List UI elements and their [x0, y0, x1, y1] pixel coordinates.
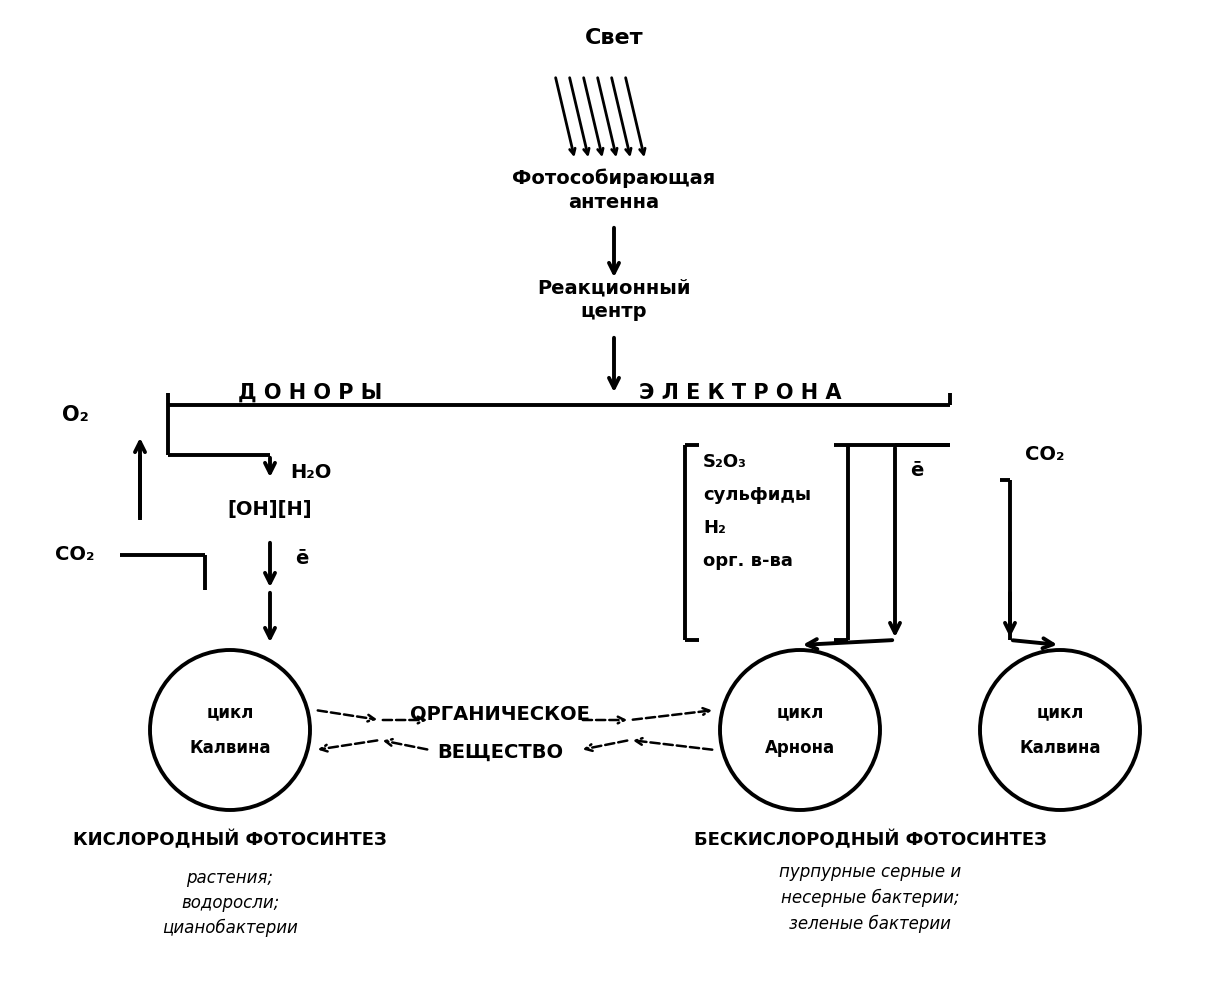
Text: зеленые бактерии: зеленые бактерии: [789, 915, 951, 934]
Text: СО₂: СО₂: [55, 545, 94, 565]
Text: Свет: Свет: [585, 28, 643, 48]
Text: водоросли;: водоросли;: [180, 894, 279, 912]
Text: Калвина: Калвина: [1020, 739, 1101, 757]
Text: пурпурные серные и: пурпурные серные и: [779, 863, 961, 881]
Text: Арнона: Арнона: [764, 739, 836, 757]
Text: ē: ē: [294, 548, 308, 568]
Text: S₂O₃: S₂O₃: [703, 453, 747, 471]
Text: растения;: растения;: [187, 869, 274, 887]
Text: О₂: О₂: [61, 405, 88, 425]
Text: цикл: цикл: [206, 703, 254, 721]
Text: БЕСКИСЛОРОДНЫЙ ФОТОСИНТЕЗ: БЕСКИСЛОРОДНЫЙ ФОТОСИНТЕЗ: [693, 830, 1047, 849]
Text: цикл: цикл: [777, 703, 823, 721]
Text: Э Л Е К Т Р О Н А: Э Л Е К Т Р О Н А: [639, 383, 842, 403]
Text: сульфиды: сульфиды: [703, 486, 811, 504]
Text: цикл: цикл: [1037, 703, 1083, 721]
Text: ВЕЩЕСТВО: ВЕЩЕСТВО: [437, 742, 563, 761]
Text: цианобактерии: цианобактерии: [162, 919, 298, 937]
Text: Фотособирающая
антенна: Фотособирающая антенна: [513, 168, 715, 211]
Text: Н₂О: Н₂О: [290, 463, 331, 482]
Text: орг. в-ва: орг. в-ва: [703, 552, 793, 570]
Text: СО₂: СО₂: [1025, 446, 1065, 465]
Text: Н₂: Н₂: [703, 519, 726, 537]
Text: КИСЛОРОДНЫЙ ФОТОСИНТЕЗ: КИСЛОРОДНЫЙ ФОТОСИНТЕЗ: [74, 830, 387, 849]
Text: ОРГАНИЧЕСКОЕ: ОРГАНИЧЕСКОЕ: [410, 706, 590, 724]
Text: несерные бактерии;: несерные бактерии;: [780, 889, 960, 907]
Text: ē: ē: [910, 461, 924, 480]
Text: [ОН][Н]: [ОН][Н]: [228, 500, 313, 519]
Text: Д О Н О Р Ы: Д О Н О Р Ы: [238, 383, 382, 403]
Text: Реакционный
центр: Реакционный центр: [537, 278, 691, 321]
Text: Калвина: Калвина: [189, 739, 271, 757]
